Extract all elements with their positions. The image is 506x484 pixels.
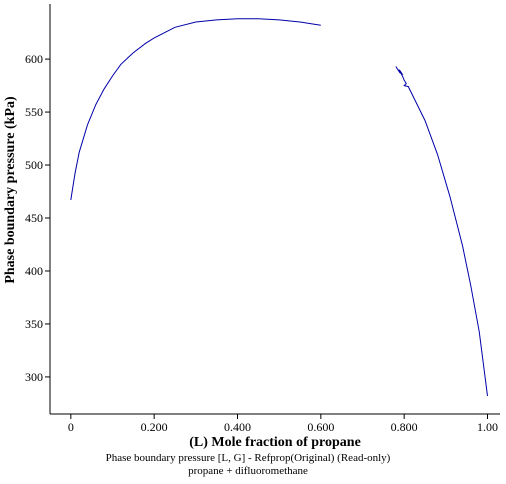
y-tick-label: 450 [25, 211, 43, 225]
axes [49, 4, 500, 415]
x-tick-label: 0 [68, 420, 74, 434]
series-line-1 [70, 18, 321, 201]
y-tick-label: 300 [25, 370, 43, 384]
chart-caption-line-1: Phase boundary pressure [L, G] - Refprop… [106, 452, 391, 464]
y-tick-label: 400 [25, 264, 43, 278]
chart-caption-line-2: propane + difluoromethane [188, 465, 308, 477]
y-tick-label: 500 [25, 158, 43, 172]
y-axis-ticks: 300 350 400 450 500 550 600 [25, 52, 50, 384]
series-lines [70, 18, 488, 397]
x-tick-label: 0.600 [307, 420, 334, 434]
x-tick-label: 0.800 [391, 420, 418, 434]
series-line-2 [395, 66, 488, 397]
y-tick-label: 600 [25, 52, 43, 66]
x-tick-label: 0.200 [141, 420, 168, 434]
x-tick-label: 0.400 [224, 420, 251, 434]
y-tick-label: 550 [25, 105, 43, 119]
x-tick-label: 1.00 [477, 420, 498, 434]
x-axis-title: (L) Mole fraction of propane [189, 435, 361, 450]
y-tick-label: 350 [25, 317, 43, 331]
y-axis-title: Phase boundary pressure (kPa) [3, 96, 18, 284]
x-axis-ticks: 0 0.200 0.400 0.600 0.800 1.00 [68, 414, 498, 434]
